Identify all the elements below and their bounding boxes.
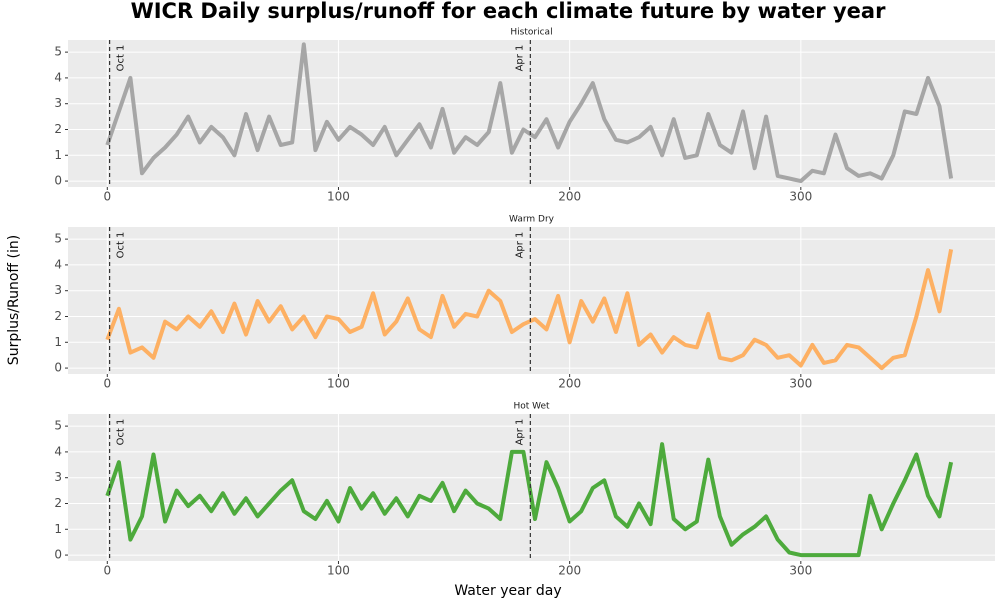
- reference-label: Apr 1: [514, 45, 525, 72]
- y-tick-label: 2: [54, 309, 62, 323]
- panel-title: Warm Dry: [509, 215, 555, 225]
- y-tick-label: 5: [54, 419, 62, 433]
- x-tick-label: 100: [327, 564, 350, 578]
- data-line: [105, 442, 954, 558]
- y-tick-label: 3: [54, 283, 62, 297]
- y-tick-label: 2: [54, 496, 62, 510]
- chart-title: WICR Daily surplus/runoff for each clima…: [131, 0, 887, 23]
- x-tick-label: 0: [103, 377, 111, 391]
- x-tick-label: 0: [103, 190, 111, 204]
- x-tick-label: 200: [558, 190, 581, 204]
- y-tick-label: 1: [54, 148, 62, 162]
- x-tick-label: 200: [558, 377, 581, 391]
- y-tick-label: 4: [54, 257, 62, 271]
- data-line: [105, 42, 954, 184]
- reference-label: Oct 1: [116, 232, 127, 259]
- x-axis-label: Water year day: [454, 583, 561, 599]
- y-tick-label: 1: [54, 522, 62, 536]
- reference-label: Apr 1: [514, 232, 525, 259]
- y-tick-label: 3: [54, 96, 62, 110]
- reference-label: Oct 1: [116, 419, 127, 446]
- y-tick-label: 2: [54, 122, 62, 136]
- y-tick-label: 0: [54, 361, 62, 375]
- y-tick-label: 4: [54, 70, 62, 84]
- x-tick-label: 300: [789, 190, 812, 204]
- x-tick-label: 100: [327, 377, 350, 391]
- y-tick-label: 5: [54, 232, 62, 246]
- x-tick-label: 300: [789, 377, 812, 391]
- y-tick-label: 0: [54, 548, 62, 562]
- data-line: [105, 249, 954, 371]
- panel-background: [68, 40, 995, 187]
- y-tick-label: 5: [54, 45, 62, 59]
- y-tick-label: 1: [54, 335, 62, 349]
- y-axis-label: Surplus/Runoff (in): [6, 235, 22, 365]
- x-tick-label: 100: [327, 190, 350, 204]
- y-tick-label: 4: [54, 444, 62, 458]
- panel-title: Hot Wet: [513, 402, 550, 412]
- reference-label: Apr 1: [514, 419, 525, 446]
- x-tick-label: 300: [789, 564, 812, 578]
- panel-background: [68, 227, 995, 374]
- reference-label: Oct 1: [116, 45, 127, 72]
- y-tick-label: 0: [54, 174, 62, 188]
- y-tick-label: 3: [54, 470, 62, 484]
- x-tick-label: 200: [558, 564, 581, 578]
- panel-title: Historical: [510, 28, 552, 38]
- x-tick-label: 0: [103, 564, 111, 578]
